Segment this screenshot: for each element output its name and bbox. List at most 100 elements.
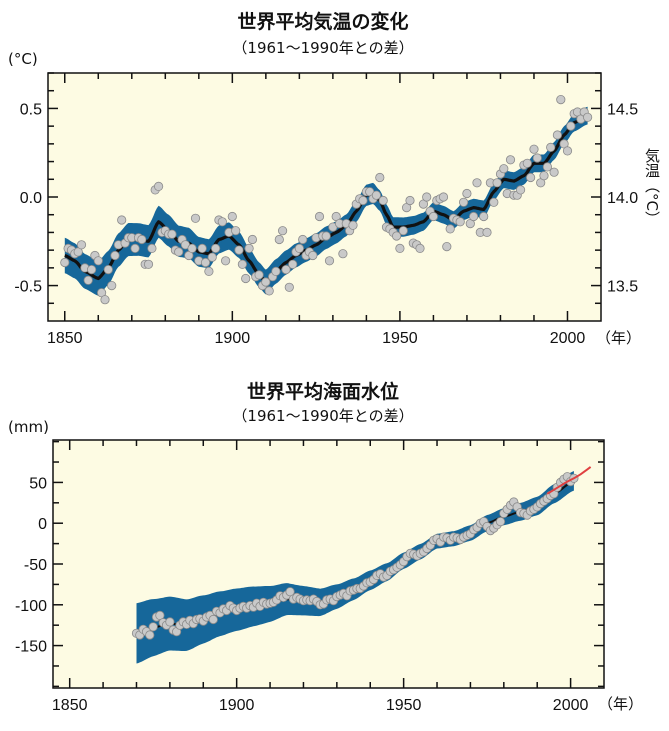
- temp-x-tick-label: 1950: [382, 330, 418, 347]
- sea-data-point: [208, 614, 218, 625]
- temp-data-point: [284, 282, 294, 292]
- sea-y-tick-label: -150: [15, 639, 47, 656]
- temp-right-tick-label: 14.0: [607, 190, 638, 207]
- temp-chart-subtitle: （1961〜1990年との差）: [232, 39, 414, 57]
- temp-data-point: [562, 146, 573, 156]
- temp-data-point: [338, 249, 348, 259]
- temp-data-point: [100, 295, 110, 305]
- temp-data-point: [321, 231, 331, 241]
- temp-data-point: [405, 195, 415, 206]
- temp-data-point: [415, 243, 425, 253]
- temp-data-point: [445, 224, 455, 234]
- temp-data-point: [264, 286, 274, 296]
- temp-data-point: [438, 192, 449, 202]
- temp-data-point: [60, 257, 70, 268]
- temp-data-point: [472, 178, 482, 188]
- temp-data-point: [522, 158, 532, 168]
- temp-data-point: [371, 190, 381, 200]
- temp-data-point: [174, 247, 184, 257]
- temp-data-point: [200, 257, 211, 268]
- temp-data-point: [277, 226, 288, 236]
- temp-data-point: [505, 155, 516, 165]
- temp-data-point: [525, 172, 536, 183]
- temp-data-point: [549, 167, 559, 177]
- temp-data-point: [261, 277, 271, 287]
- temp-data-point: [211, 243, 221, 253]
- temp-y-tick-label: -0.5: [14, 279, 42, 296]
- temp-data-point: [552, 130, 563, 140]
- temp-data-point: [398, 226, 408, 236]
- temp-data-point: [479, 211, 489, 222]
- temp-data-point: [308, 250, 318, 261]
- temp-data-point: [274, 234, 284, 245]
- temp-data-point: [281, 264, 291, 275]
- sea-x-tick-label: 1900: [219, 697, 255, 714]
- temp-x-tick-label: 1900: [215, 330, 251, 347]
- temp-data-point: [358, 195, 368, 206]
- temp-data-point: [217, 217, 227, 227]
- temp-data-point: [482, 227, 492, 237]
- sea-y-unit: (mm): [8, 418, 49, 436]
- temp-data-point: [582, 112, 593, 122]
- temp-data-point: [378, 195, 388, 206]
- temp-data-point: [298, 234, 308, 245]
- sea-uncertainty-band: [136, 471, 574, 664]
- temp-data-point: [154, 181, 164, 191]
- temp-data-point: [107, 280, 117, 291]
- temp-data-point: [190, 213, 201, 223]
- temp-data-point: [442, 242, 452, 252]
- temp-data-point: [556, 95, 566, 105]
- temp-data-point: [254, 270, 264, 280]
- temp-data-point: [546, 142, 556, 152]
- temp-data-point: [391, 231, 402, 241]
- temp-data-point: [187, 243, 197, 253]
- temp-data-point: [244, 243, 254, 253]
- sea-chart-subtitle: （1961〜1990年との差）: [232, 407, 414, 425]
- temp-data-point: [468, 211, 479, 222]
- temp-data-point: [428, 211, 438, 222]
- temp-data-point: [237, 259, 247, 269]
- temp-data-point: [234, 245, 244, 255]
- sea-y-tick-label: 0: [38, 516, 47, 533]
- temp-data-point: [167, 229, 177, 239]
- temp-data-point: [314, 211, 325, 222]
- temp-data-point: [93, 256, 103, 266]
- sea-y-tick-label: -100: [15, 598, 47, 615]
- sea-x-tick-label: 2000: [553, 697, 589, 714]
- temp-data-point: [110, 250, 120, 261]
- temp-data-point: [204, 266, 214, 276]
- temp-data-point: [288, 259, 298, 269]
- sea-data-point: [165, 617, 175, 627]
- temp-data-point: [241, 273, 251, 284]
- temp-y-unit: (°C): [8, 50, 38, 68]
- temp-data-point: [76, 240, 87, 250]
- temp-y-tick-label: 0.5: [20, 101, 42, 118]
- temp-x-tick-label: 2000: [550, 330, 586, 347]
- temp-right-tick-label: 14.5: [607, 101, 638, 118]
- temp-x-unit: （年）: [596, 329, 642, 347]
- temp-data-point: [143, 259, 154, 269]
- temp-data-point: [515, 185, 526, 195]
- temp-data-point: [462, 188, 472, 199]
- temp-data-point: [294, 243, 304, 253]
- temp-data-point: [532, 153, 542, 163]
- temp-data-point: [137, 234, 147, 245]
- temp-data-point: [103, 264, 113, 275]
- sea-data-point: [145, 630, 155, 640]
- temp-y-tick-label: 0.0: [20, 190, 42, 207]
- temp-data-point: [529, 144, 539, 154]
- temp-data-point: [227, 211, 237, 222]
- sea-plot-area: [53, 440, 604, 688]
- temp-data-point: [324, 256, 335, 266]
- temp-data-point: [499, 164, 509, 174]
- sea-x-tick-label: 1850: [52, 697, 88, 714]
- temp-chart-title: 世界平均気温の変化: [237, 11, 409, 33]
- temp-data-point: [197, 243, 207, 253]
- temp-data-point: [489, 197, 499, 207]
- temp-data-point: [231, 226, 241, 236]
- temp-data-point: [221, 256, 231, 266]
- temp-data-point: [395, 243, 405, 253]
- temp-data-point: [539, 171, 549, 181]
- sea-chart: 1850 1900 1950 2000 50 0 -50 -100 -150: [15, 439, 605, 714]
- sea-y-tick-label: 50: [29, 475, 47, 492]
